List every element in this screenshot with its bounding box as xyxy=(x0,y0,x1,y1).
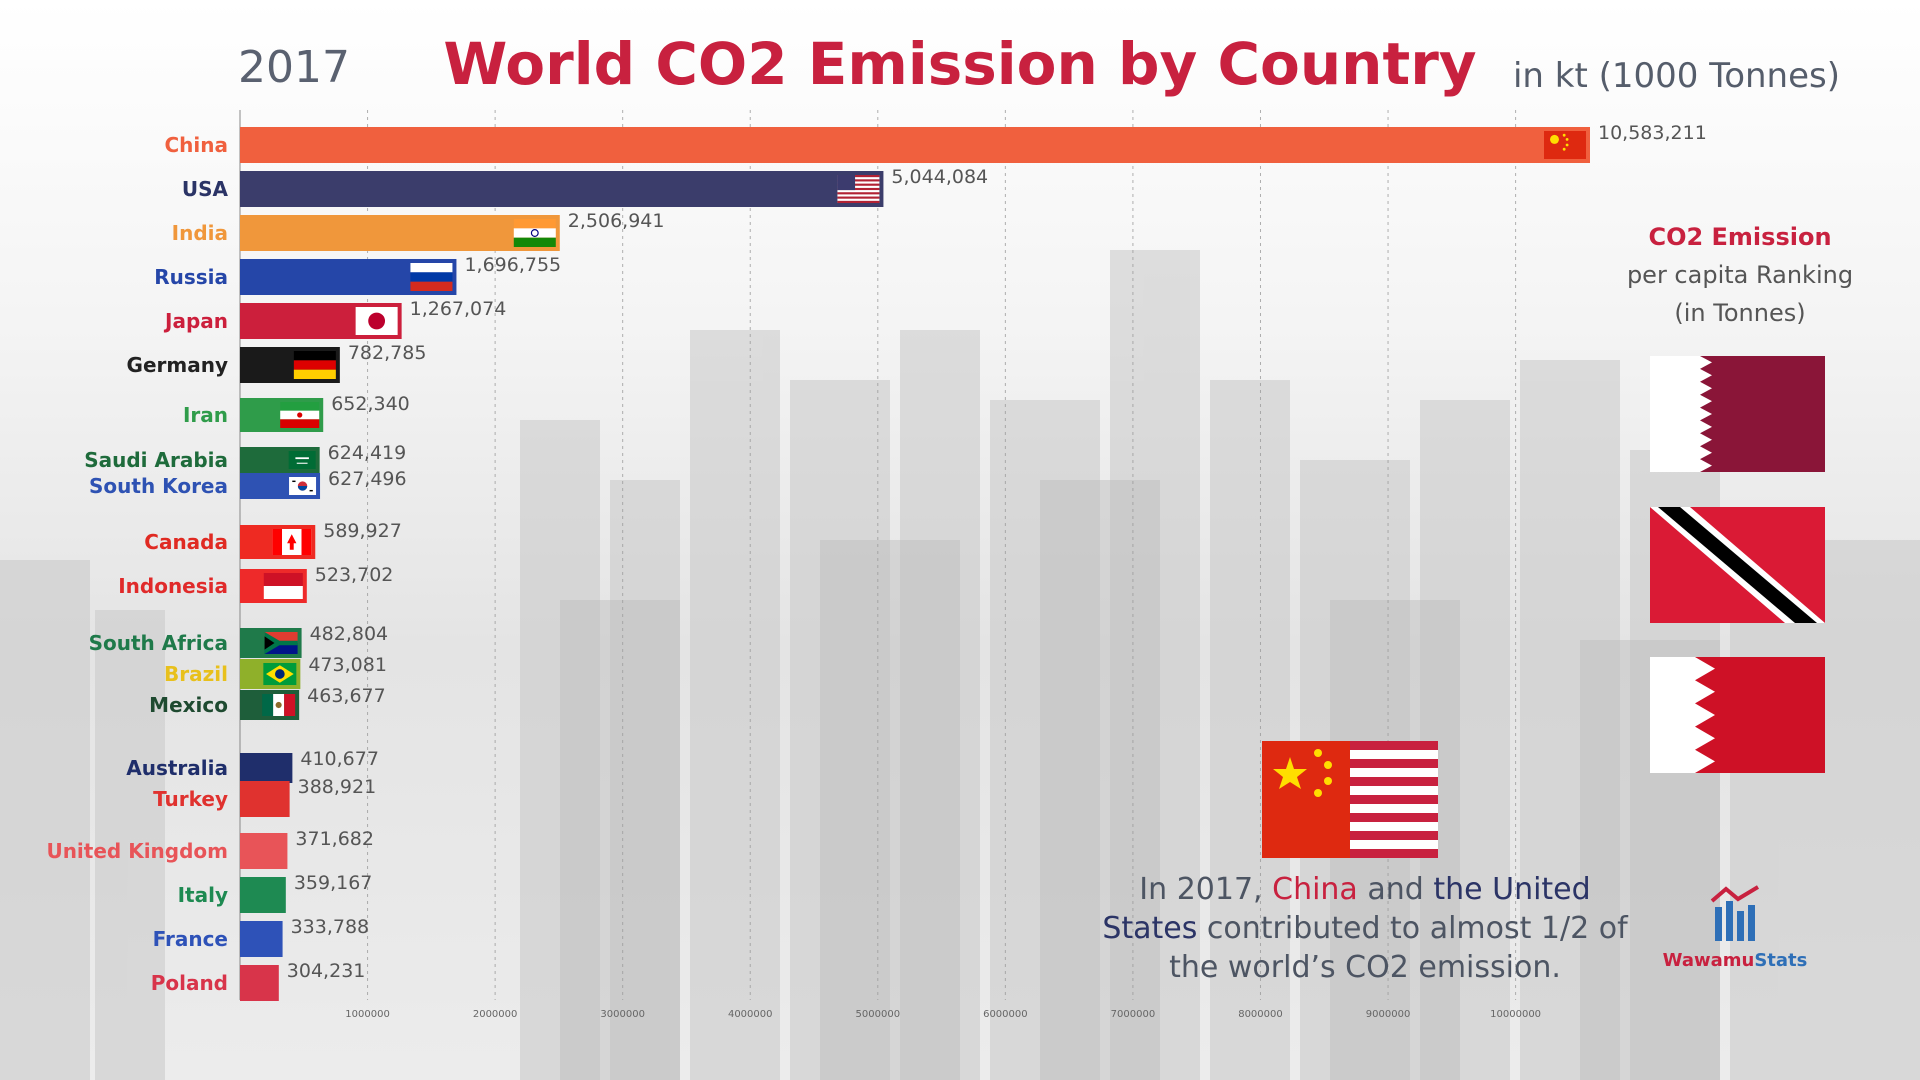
country-label: Australia xyxy=(126,756,228,780)
x-tick-label: 9000000 xyxy=(1366,1009,1411,1020)
value-label: 388,921 xyxy=(298,776,377,798)
usa-flag-icon xyxy=(837,175,880,203)
x-tick-label: 5000000 xyxy=(856,1009,901,1020)
japan-flag-icon xyxy=(355,307,398,335)
brazil-flag-icon xyxy=(263,663,297,685)
x-tick-label: 2000000 xyxy=(473,1009,518,1020)
note-part1: In 2017, xyxy=(1139,872,1273,907)
bar-italy xyxy=(240,877,286,913)
country-label: Indonesia xyxy=(118,574,228,598)
value-label: 473,081 xyxy=(308,654,387,676)
x-tick-label: 6000000 xyxy=(983,1009,1028,1020)
note-usa: the United States xyxy=(1102,872,1591,946)
chart-title: World CO2 Emission by Country xyxy=(443,30,1477,98)
per-capita-title: CO2 Emission per capita Ranking (in Tonn… xyxy=(1620,218,1860,332)
country-label: United Kingdom xyxy=(46,839,228,863)
value-label: 482,804 xyxy=(310,623,389,645)
value-label: 523,702 xyxy=(315,564,394,586)
country-label: China xyxy=(164,133,228,157)
value-label: 5,044,084 xyxy=(891,166,988,188)
unit-label: in kt (1000 Tonnes) xyxy=(1512,56,1840,96)
country-label: Italy xyxy=(178,883,228,907)
value-label: 333,788 xyxy=(291,916,370,938)
country-label: Germany xyxy=(127,353,228,377)
value-label: 652,340 xyxy=(331,393,410,415)
wawamustats-logo-icon xyxy=(1710,885,1760,941)
bar-turkey xyxy=(240,781,290,817)
per-capita-line3: (in Tonnes) xyxy=(1674,299,1806,327)
value-label: 10,583,211 xyxy=(1598,122,1707,144)
country-label: France xyxy=(153,927,228,951)
trinidad-tobago-flag-icon xyxy=(1650,507,1825,623)
note-china: China xyxy=(1272,872,1358,907)
x-tick-label: 7000000 xyxy=(1111,1009,1156,1020)
country-label: Mexico xyxy=(149,693,228,717)
country-label: Poland xyxy=(151,971,228,995)
annotation-note: In 2017, China and the United States con… xyxy=(1100,870,1630,987)
canada-flag-icon xyxy=(272,529,312,555)
x-tick-label: 8000000 xyxy=(1238,1009,1283,1020)
china-usa-flag-icon xyxy=(1262,741,1438,858)
country-label: USA xyxy=(182,177,229,201)
value-label: 371,682 xyxy=(295,828,374,850)
country-label: South Korea xyxy=(89,474,228,498)
value-label: 1,696,755 xyxy=(464,254,561,276)
country-label: Canada xyxy=(144,530,228,554)
x-tick-label: 3000000 xyxy=(600,1009,645,1020)
value-label: 782,785 xyxy=(348,342,427,364)
x-tick-label: 1000000 xyxy=(345,1009,390,1020)
value-label: 410,677 xyxy=(300,748,379,770)
value-label: 1,267,074 xyxy=(410,298,507,320)
bar-china xyxy=(240,127,1590,163)
qatar-flag-icon xyxy=(1650,356,1825,472)
mexico-flag-icon xyxy=(262,694,296,716)
value-label: 589,927 xyxy=(323,520,402,542)
russia-flag-icon xyxy=(410,263,453,291)
value-label: 2,506,941 xyxy=(568,210,665,232)
bar-france xyxy=(240,921,283,957)
india-flag-icon xyxy=(513,219,556,247)
country-label: Turkey xyxy=(153,787,228,811)
value-label: 627,496 xyxy=(328,468,407,490)
bar-india xyxy=(240,215,560,251)
bar-australia xyxy=(240,753,293,783)
country-label: Japan xyxy=(163,309,228,333)
country-label: Saudi Arabia xyxy=(84,448,228,472)
x-tick-label: 10000000 xyxy=(1490,1009,1541,1020)
note-part3: contributed to almost 1/2 of the world’s… xyxy=(1169,911,1628,985)
logo-text-stats: Stats xyxy=(1754,950,1808,971)
korea-flag-icon xyxy=(289,477,317,495)
country-label: Iran xyxy=(183,403,228,427)
iran-flag-icon xyxy=(280,402,320,428)
southafrica-flag-icon xyxy=(264,632,298,654)
logo-text: WawamuStats xyxy=(1660,950,1810,971)
value-label: 624,419 xyxy=(328,442,407,464)
logo-text-wawamu: Wawamu xyxy=(1662,950,1755,971)
bahrain-flag-icon xyxy=(1650,657,1825,773)
china-flag-icon xyxy=(1544,131,1586,159)
country-label: Brazil xyxy=(164,662,228,686)
year-label: 2017 xyxy=(238,42,350,93)
bar-united-kingdom xyxy=(240,833,288,869)
country-label: South Africa xyxy=(89,631,228,655)
country-label: India xyxy=(172,221,228,245)
bar-usa xyxy=(240,171,884,207)
indonesia-flag-icon xyxy=(263,573,303,599)
value-label: 463,677 xyxy=(307,685,386,707)
saudi-flag-icon xyxy=(288,451,316,469)
bar-poland xyxy=(240,965,279,1001)
note-part2: and xyxy=(1357,872,1434,907)
germany-flag-icon xyxy=(293,351,336,379)
x-tick-label: 4000000 xyxy=(728,1009,773,1020)
country-label: Russia xyxy=(154,265,228,289)
value-label: 359,167 xyxy=(294,872,373,894)
per-capita-line1: CO2 Emission xyxy=(1648,223,1832,251)
per-capita-line2: per capita Ranking xyxy=(1626,261,1854,289)
value-label: 304,231 xyxy=(287,960,366,982)
